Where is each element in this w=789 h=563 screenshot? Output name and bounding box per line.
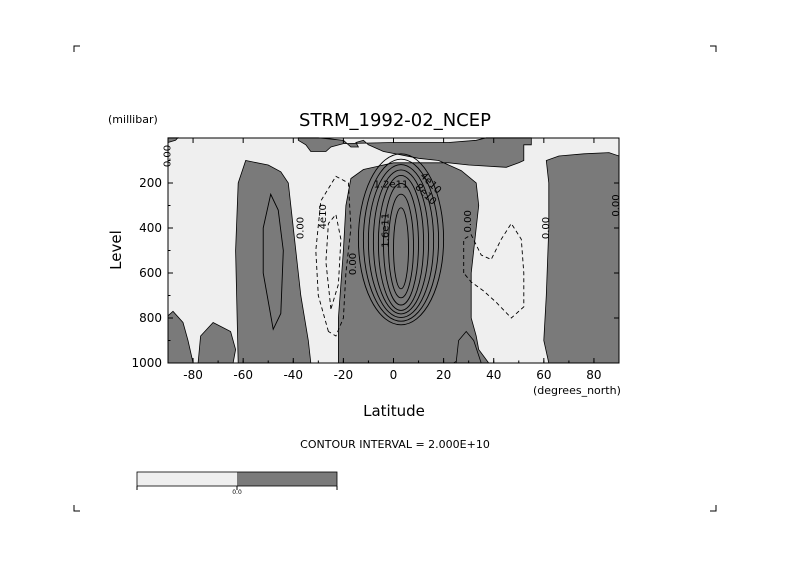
y-tick-label: 600 (139, 266, 162, 280)
positive-contour-1 (362, 158, 440, 322)
contour-lines (262, 153, 525, 337)
contour-label: 1.2e11 (374, 180, 409, 191)
y-axis-label: Level (107, 230, 125, 270)
negative-contour-0 (315, 175, 352, 337)
x-tick-label: 20 (436, 368, 451, 382)
x-tick-label: 60 (536, 368, 551, 382)
positive-contour-7 (393, 207, 409, 290)
y-tick-label: 400 (139, 221, 162, 235)
shaded-region-0 (235, 160, 312, 364)
x-tick-label: 80 (586, 368, 601, 382)
x-tick-label: -60 (233, 368, 253, 382)
colorbar-negative (137, 472, 237, 486)
colorbar: 0.0 (136, 471, 338, 496)
x-unit-label: (degrees_north) (533, 384, 621, 397)
x-axis: -80 -60 -40 -20 0 20 40 60 80 (167, 138, 620, 382)
contour-label: 0.00 (295, 217, 306, 239)
y-tick-label: 1000 (131, 356, 162, 370)
y-tick-label: 200 (139, 176, 162, 190)
positive-contour-0 (357, 153, 445, 326)
contour-label: 1.6e11 (381, 213, 392, 248)
positive-contour-south (262, 192, 284, 331)
positive-contour-6 (388, 193, 414, 299)
x-tick-label: -80 (183, 368, 203, 382)
positive-shading (167, 137, 620, 364)
positive-contour-4 (377, 174, 425, 311)
contour-label: 0.00 (541, 217, 552, 239)
shaded-region-1 (297, 137, 532, 364)
y-tick-label: 800 (139, 311, 162, 325)
shaded-region-2 (543, 152, 620, 364)
contour-label: 0.00 (611, 194, 622, 216)
contour-interval-text: CONTOUR INTERVAL = 2.000E+10 (300, 438, 490, 451)
chart-title: STRM_1992-02_NCEP (299, 110, 491, 131)
contour-label: 0.00 (463, 210, 474, 232)
contour-label: 0.00 (348, 253, 359, 275)
x-tick-label: 40 (486, 368, 501, 382)
positive-contour-5 (383, 182, 419, 306)
y-unit-label: (millibar) (108, 113, 158, 126)
positive-contour-3 (372, 169, 430, 315)
positive-contour-2 (367, 164, 435, 319)
corner-marks (73, 45, 717, 512)
colorbar-positive (237, 472, 337, 486)
x-axis-label: Latitude (363, 402, 425, 420)
x-tick-label: -20 (334, 368, 354, 382)
x-tick-label: -40 (283, 368, 303, 382)
negative-contour-2 (463, 222, 525, 319)
colorbar-center-label: 0.0 (232, 489, 242, 496)
x-tick-label: 0 (390, 368, 398, 382)
contour-label: 4e10 (318, 204, 329, 229)
y-axis: 200 400 600 800 1000 (131, 160, 619, 370)
